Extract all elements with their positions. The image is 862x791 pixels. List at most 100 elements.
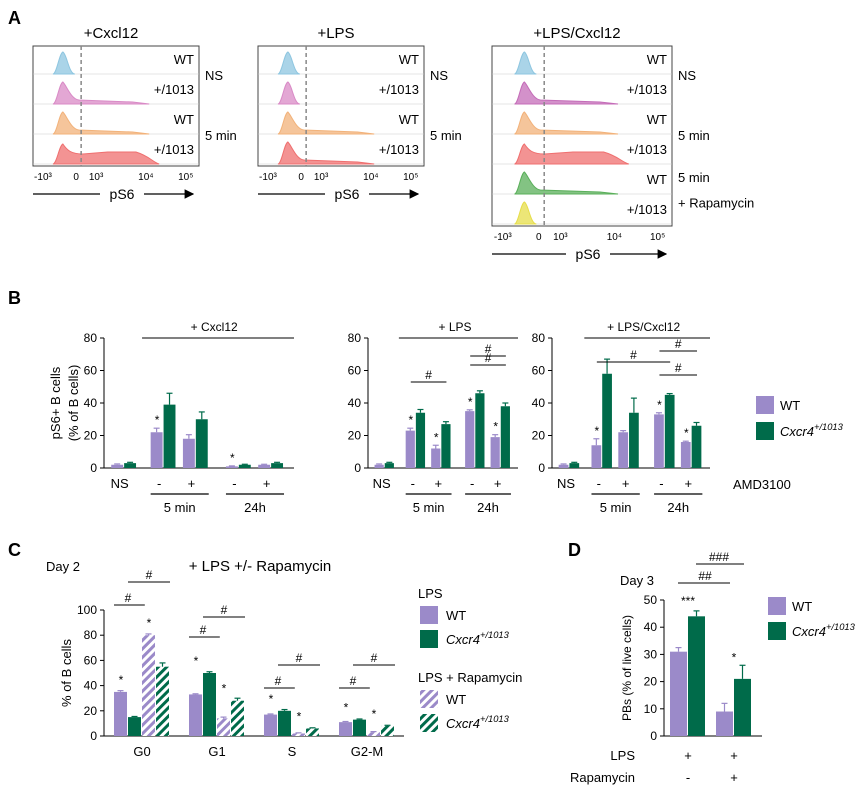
histogram-curve [514, 201, 537, 225]
row-label: WT [647, 112, 667, 127]
row-label: WT [174, 52, 194, 67]
panel-letter-b: B [8, 288, 21, 308]
histogram-curve [52, 81, 150, 105]
bar [431, 448, 441, 468]
bar [150, 432, 163, 468]
y-tick-label: 80 [84, 628, 98, 642]
row-label: +/1013 [379, 142, 419, 157]
bar [264, 714, 277, 736]
x-category-label: S [288, 744, 297, 759]
row-label: +/1013 [627, 202, 667, 217]
y-tick-label: 0 [650, 729, 657, 743]
bar [225, 466, 238, 468]
panel-letter-a: A [8, 8, 21, 28]
group-label: 5 min [430, 128, 462, 143]
y-tick-label: 60 [348, 364, 362, 378]
significance-star: * [155, 413, 160, 427]
time-label: 24h [244, 500, 266, 515]
y-tick-label: 60 [84, 364, 98, 378]
bar [465, 411, 475, 468]
treatment-label: AMD3100 [733, 477, 791, 492]
bar [156, 666, 169, 736]
significance-star: * [408, 413, 413, 427]
axis-tick: 0 [298, 172, 304, 183]
y-tick-label: 40 [644, 620, 658, 634]
histogram-title: +Cxcl12 [84, 25, 139, 42]
time-label: 5 min [413, 500, 445, 515]
chart-title: + LPS +/- Rapamycin [189, 558, 332, 575]
histogram-curve [277, 51, 301, 75]
significance-star: * [222, 682, 227, 696]
bar [629, 412, 639, 468]
bar [182, 438, 195, 468]
bar [306, 728, 319, 736]
y-tick-label: 20 [84, 704, 98, 718]
histogram-lps-cxcl12: +LPS/Cxcl12 WT +/1013 WT +/1013 WT +/1013 NS 5 m… [491, 25, 754, 262]
histogram-cxcl12: +Cxcl12 WT +/1013 WT +/1013 NS 5 min -10³ 0 10³ 10… [32, 25, 237, 202]
bar [271, 463, 284, 468]
subpanel-title: + Cxcl12 [191, 320, 238, 334]
significance-star: * [468, 395, 473, 409]
time-label: 24h [667, 500, 689, 515]
y-tick-label: 10 [644, 702, 658, 716]
significance-hash: # [485, 351, 492, 365]
x-group-label: + [622, 476, 630, 491]
histogram-curve [52, 111, 150, 135]
histogram-curve [52, 143, 160, 165]
bar [353, 719, 366, 736]
group-label: NS [205, 68, 223, 83]
legend-swatch [420, 714, 438, 732]
y-tick-label: 0 [354, 461, 361, 475]
axis-tick: 0 [73, 172, 79, 183]
row-label: +/1013 [627, 82, 667, 97]
group-label: 5 min [678, 170, 710, 185]
axis-tick: -10³ [34, 172, 52, 183]
row-value: + [730, 748, 738, 763]
legend-swatch [420, 690, 438, 708]
y-axis-label: pS6+ B cells [48, 366, 63, 439]
bar [716, 711, 733, 736]
row-label: WT [174, 112, 194, 127]
axis-tick: 0 [536, 232, 542, 243]
y-tick-label: 80 [84, 331, 98, 345]
histogram-title: +LPS/Cxcl12 [533, 25, 620, 42]
x-group-label: + [494, 476, 502, 491]
row-label: LPS [610, 748, 635, 763]
x-group-label: - [597, 476, 601, 491]
row-label: WT [647, 172, 667, 187]
chart-b: pS6+ B cells (% of B cells) 0 20 40 60 80 * * + C… [48, 320, 844, 515]
row-label: +/1013 [154, 142, 194, 157]
significance-hash: # [350, 674, 357, 688]
histogram-curve [52, 51, 76, 75]
bar [367, 732, 380, 736]
significance-star: * [732, 650, 737, 664]
y-tick-label: 80 [348, 331, 362, 345]
significance-star: * [657, 398, 662, 412]
axis-tick: 10³ [553, 232, 568, 243]
group-label: NS [678, 68, 696, 83]
y-tick-label: 40 [532, 396, 546, 410]
y-tick-label: 50 [644, 593, 658, 607]
histogram-curve [514, 51, 537, 75]
bar [381, 725, 394, 736]
histogram-curve [277, 81, 301, 105]
bar [195, 419, 208, 468]
bar [217, 718, 230, 736]
bar [128, 717, 141, 736]
y-axis-label: % of B cells [59, 639, 74, 707]
significance-hash: # [125, 591, 132, 605]
bar [163, 404, 176, 468]
group-label: 5 min [205, 128, 237, 143]
bar [124, 463, 137, 468]
day-label: Day 3 [620, 573, 654, 588]
bar [569, 463, 580, 468]
y-tick-label: 0 [90, 461, 97, 475]
bar [558, 464, 569, 468]
bar [114, 691, 127, 736]
bar [654, 414, 664, 468]
row-value: + [730, 770, 738, 785]
legend-label-mut: Cxcr4+/1013 [780, 422, 844, 439]
row-label: WT [399, 52, 419, 67]
histogram-frame [257, 45, 425, 167]
axis-tick: 10³ [314, 172, 329, 183]
